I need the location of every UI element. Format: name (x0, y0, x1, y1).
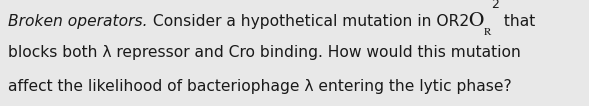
Text: affect the likelihood of bacteriophage λ entering the lytic phase?: affect the likelihood of bacteriophage λ… (8, 79, 512, 94)
Text: O: O (469, 11, 484, 31)
Text: Consider a hypothetical mutation in OR2: Consider a hypothetical mutation in OR2 (147, 14, 469, 29)
Text: that: that (499, 14, 535, 29)
Text: blocks both λ repressor and Cro binding. How would this mutation: blocks both λ repressor and Cro binding.… (8, 45, 521, 61)
Text: R: R (484, 27, 491, 37)
Text: Broken operators.: Broken operators. (8, 14, 147, 29)
Text: 2: 2 (491, 0, 499, 11)
